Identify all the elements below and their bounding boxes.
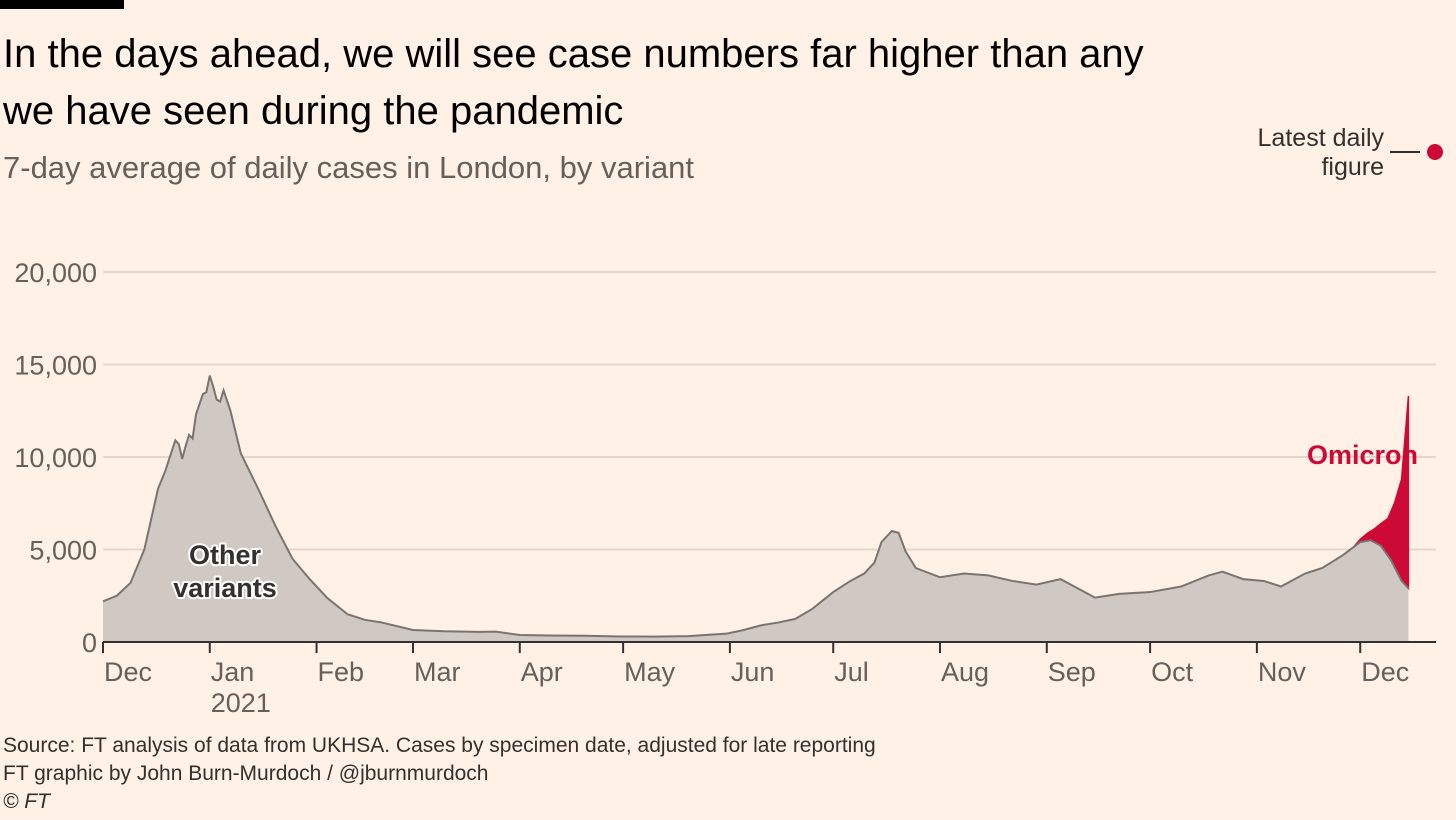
y-tick-label: 0	[82, 628, 97, 658]
x-tick-sublabel: 2021	[211, 688, 271, 718]
credit-note: FT graphic by John Burn-Murdoch / @jburn…	[3, 762, 489, 785]
chart-title: In the days ahead, we will see case numb…	[3, 32, 1144, 133]
x-tick-label: Nov	[1258, 657, 1307, 687]
latest-figure-dot	[1427, 144, 1443, 160]
ft-brand-bar	[0, 0, 124, 9]
chart-footer: Source: FT analysis of data from UKHSA. …	[3, 732, 876, 816]
other-variants-line	[102, 375, 1410, 638]
x-tick-label: Mar	[414, 657, 461, 687]
x-tick-label: Dec	[104, 657, 152, 687]
other-variants-label: Other	[189, 540, 262, 570]
y-tick-label: 10,000	[14, 443, 97, 473]
legend-text-line-1: Latest daily	[1257, 124, 1384, 152]
x-tick-label: Sep	[1048, 657, 1096, 687]
copyright-note: © FT	[3, 790, 50, 813]
x-tick-label: May	[624, 657, 676, 687]
source-note: Source: FT analysis of data from UKHSA. …	[3, 734, 876, 757]
y-tick-label: 20,000	[14, 258, 97, 288]
y-tick-label: 15,000	[14, 351, 97, 381]
x-tick-label: Jun	[731, 657, 775, 687]
x-tick-label: Apr	[521, 657, 563, 687]
x-tick-label: Jan	[211, 657, 255, 687]
omicron-label: Omicron	[1307, 440, 1418, 470]
y-tick-labels: 0 5,000 10,000 15,000 20,000	[14, 258, 97, 658]
y-tick-label: 5,000	[29, 536, 97, 566]
series-areas	[102, 375, 1410, 642]
y-gridlines	[103, 271, 1436, 551]
legend-text-line-2: figure	[1321, 153, 1384, 181]
x-tick-label: Feb	[318, 657, 365, 687]
latest-figure-legend: Latest daily figure	[1258, 124, 1384, 182]
x-tick-label: Jul	[834, 657, 869, 687]
other-variants-label: variants	[173, 573, 277, 603]
legend-connector-line	[1390, 151, 1420, 153]
x-tick-label: Aug	[941, 657, 989, 687]
chart-subtitle: 7-day average of daily cases in London, …	[3, 150, 695, 185]
other-variants-area	[103, 375, 1409, 642]
x-tick-label: Oct	[1151, 657, 1194, 687]
x-tick-label: Dec	[1361, 657, 1409, 687]
